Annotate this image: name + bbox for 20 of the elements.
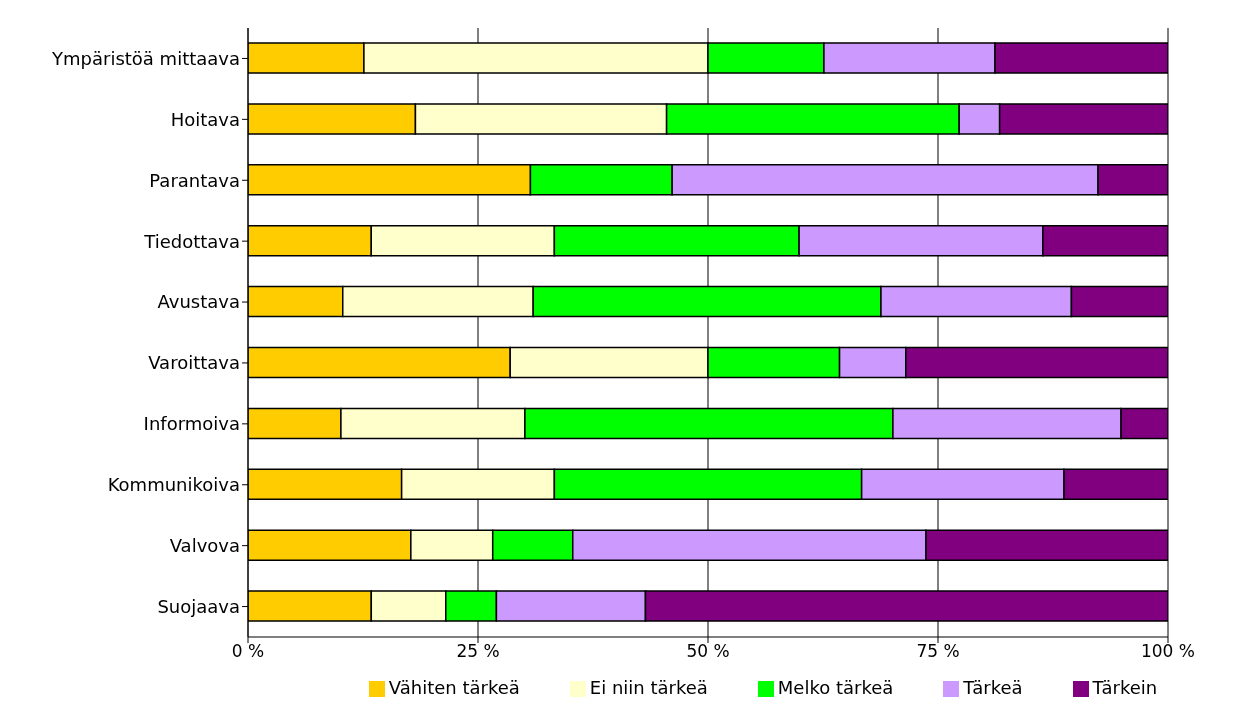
y-tick-label: Hoitava [170, 108, 240, 130]
legend-label: Melko tärkeä [777, 677, 894, 698]
y-tick-label: Valvova [169, 535, 240, 557]
x-tick-label: 0 % [231, 641, 265, 662]
legend-label: Ei niin tärkeä [589, 677, 708, 698]
y-tick-label: Informoiva [143, 413, 240, 435]
x-tick-label: 75 % [916, 641, 960, 662]
legend-label: Tärkeä [963, 677, 1023, 698]
y-tick-label: Ympäristöä mittaava [51, 47, 240, 69]
x-tick-label: 50 % [686, 641, 730, 662]
y-tick-label: Kommunikoiva [107, 474, 240, 496]
y-tick-label: Varoittava [148, 352, 240, 374]
y-tick-label: Parantava [149, 169, 240, 191]
y-tick-label: Tiedottava [143, 230, 240, 252]
x-tick-label: 100 % [1140, 641, 1196, 662]
legend-label: Tärkein [1092, 677, 1158, 698]
x-tick-label: 25 % [456, 641, 500, 662]
y-tick-label: Avustava [157, 291, 240, 313]
legend-label: Vähiten tärkeä [388, 677, 520, 698]
y-tick-label: Suojaava [157, 595, 240, 617]
